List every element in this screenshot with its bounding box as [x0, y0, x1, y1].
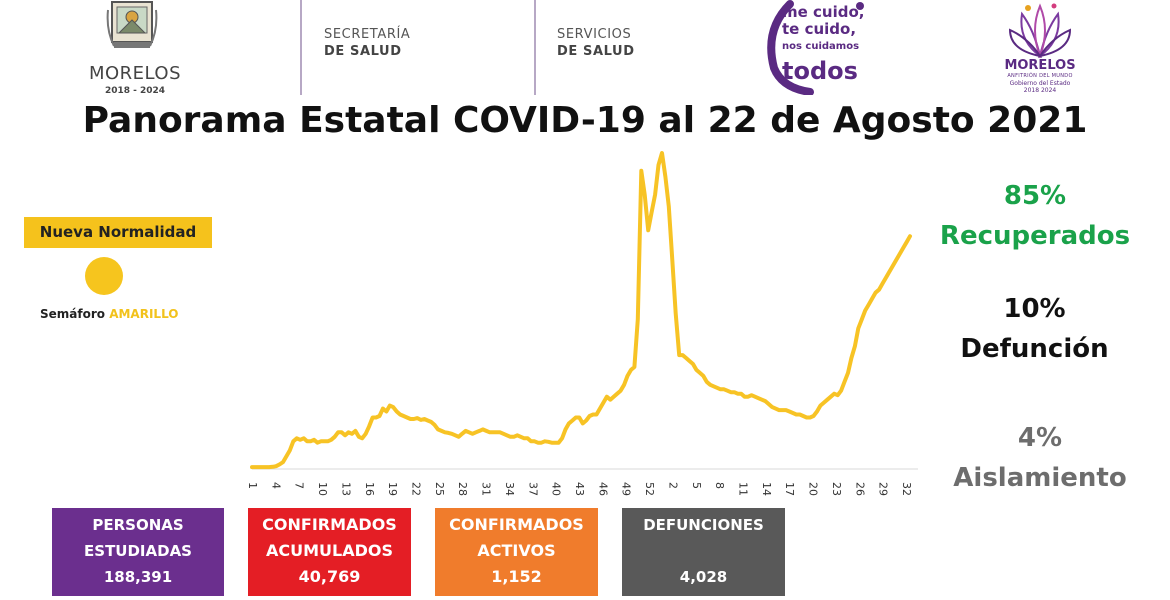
box-label: ACUMULADOS [265, 541, 393, 560]
x-tick-label: 29 [877, 482, 890, 496]
campaign-logo: me cuido, te cuido, nos cuidamos todos [760, 0, 875, 95]
dept2-line2: DE SALUD [557, 44, 635, 59]
x-tick-label: 14 [760, 482, 773, 496]
x-tick-label: 1 [246, 482, 259, 489]
secretaria-de-salud-logo: SECRETARÍA DE SALUD [324, 26, 410, 60]
x-tick-label: 5 [690, 482, 703, 489]
x-tick-label: 25 [433, 482, 446, 496]
recuperados-label: Recuperados [939, 221, 1131, 251]
semaforo-color-word: AMARILLO [109, 307, 179, 321]
x-tick-label: 46 [596, 482, 609, 496]
morelos-logo: MORELOS 2018 - 2024 [80, 0, 190, 98]
campaign-line4: todos [782, 57, 858, 85]
campaign-ring-icon [767, 0, 864, 95]
defuncion-label: Defunción [960, 334, 1109, 364]
box-label: CONFIRMADOS [449, 515, 584, 534]
confirmados-acumulados-box: CONFIRMADOS ACUMULADOS 40,769 [248, 508, 411, 596]
x-tick-label: 17 [783, 482, 796, 496]
defunciones-box: DEFUNCIONES 4,028 [622, 508, 785, 596]
x-tick-label: 34 [503, 482, 516, 496]
box-value: 40,769 [298, 567, 361, 586]
aislamiento-stat: 4% Aislamiento [945, 418, 1135, 498]
box-label: PERSONAS [92, 516, 184, 534]
x-tick-label: 16 [363, 482, 376, 496]
cases-line-chart: 1 4 7 10 13 16 19 22 25 28 31 34 37 40 43 46 49 52 2 5 8 11 14… [246, 151, 918, 496]
dept1-line2: DE SALUD [324, 44, 402, 59]
x-tick-label: 31 [480, 482, 493, 496]
box-value: 188,391 [103, 568, 173, 586]
state-name: MORELOS [88, 63, 182, 84]
state-years: 2018 - 2024 [104, 86, 166, 96]
x-tick-label: 28 [456, 482, 469, 496]
x-tick-label: 23 [830, 482, 843, 496]
x-tick-label: 11 [737, 482, 750, 496]
x-tick-label: 49 [620, 482, 633, 496]
coat-of-arms-icon [106, 1, 158, 48]
semaforo-light-icon [85, 257, 123, 295]
x-tick-label: 20 [807, 482, 820, 496]
box-label: ESTUDIADAS [84, 542, 192, 560]
x-tick-label: 43 [573, 482, 586, 496]
campaign-line3: nos cuidamos [782, 41, 860, 52]
campaign-text: me cuido, te cuido, nos cuidamos todos [782, 3, 865, 85]
x-tick-label: 22 [410, 482, 423, 496]
campaign-line2: te cuido, [782, 20, 857, 38]
defuncion-stat: 10% Defunción [952, 289, 1117, 369]
box-value: 4,028 [679, 568, 728, 586]
x-tick-label: 4 [269, 482, 282, 489]
x-tick-label: 52 [643, 482, 656, 496]
x-tick-label: 10 [316, 482, 329, 496]
box-label: ACTIVOS [477, 541, 556, 560]
divider [534, 0, 536, 95]
page-title: Panorama Estatal COVID-19 al 22 de Agost… [82, 100, 1088, 141]
semaforo-label: Semáforo AMARILLO [40, 307, 179, 321]
header: MORELOS 2018 - 2024 SECRETARÍA DE SALUD … [0, 0, 1170, 100]
divider [300, 0, 302, 95]
government-logo: MORELOS ANFITRIÓN DEL MUNDO Gobierno del… [990, 0, 1090, 100]
semaforo-text: Semáforo [40, 307, 106, 321]
x-tick-label: 13 [339, 482, 352, 496]
dept1-line1: SECRETARÍA [324, 27, 411, 42]
gov-subtitle2: Gobierno del Estado [1009, 80, 1071, 87]
campaign-line1: me cuido, [782, 3, 865, 21]
x-tick-label: 19 [386, 482, 399, 496]
lotus-icon [1008, 3, 1072, 58]
servicios-de-salud-logo: SERVICIOS DE SALUD [557, 26, 635, 60]
gov-name: MORELOS [1004, 58, 1076, 73]
confirmados-activos-box: CONFIRMADOS ACTIVOS 1,152 [435, 508, 598, 596]
aislamiento-label: Aislamiento [953, 463, 1127, 493]
recuperados-stat: 85% Recuperados [935, 176, 1135, 256]
x-tick-label: 26 [853, 482, 866, 496]
box-label: DEFUNCIONES [643, 516, 764, 534]
gov-years: 2018 2024 [1023, 87, 1057, 94]
dept2-line1: SERVICIOS [557, 27, 632, 42]
defuncion-pct: 10% [1003, 294, 1066, 324]
series-line [250, 151, 912, 470]
x-tick-label: 37 [526, 482, 539, 496]
x-tick-label: 7 [293, 482, 306, 489]
x-tick-label: 2 [666, 482, 679, 489]
gov-subtitle: ANFITRIÓN DEL MUNDO [1007, 73, 1073, 79]
nueva-normalidad-badge: Nueva Normalidad [24, 217, 212, 248]
x-tick-label: 40 [550, 482, 563, 496]
box-label: CONFIRMADOS [262, 515, 397, 534]
x-tick-label: 32 [900, 482, 913, 496]
x-tick-label: 8 [713, 482, 726, 489]
recuperados-pct: 85% [1003, 181, 1067, 211]
aislamiento-pct: 4% [1017, 423, 1063, 453]
box-value: 1,152 [491, 567, 542, 586]
personas-estudiadas-box: PERSONAS ESTUDIADAS 188,391 [52, 508, 224, 596]
